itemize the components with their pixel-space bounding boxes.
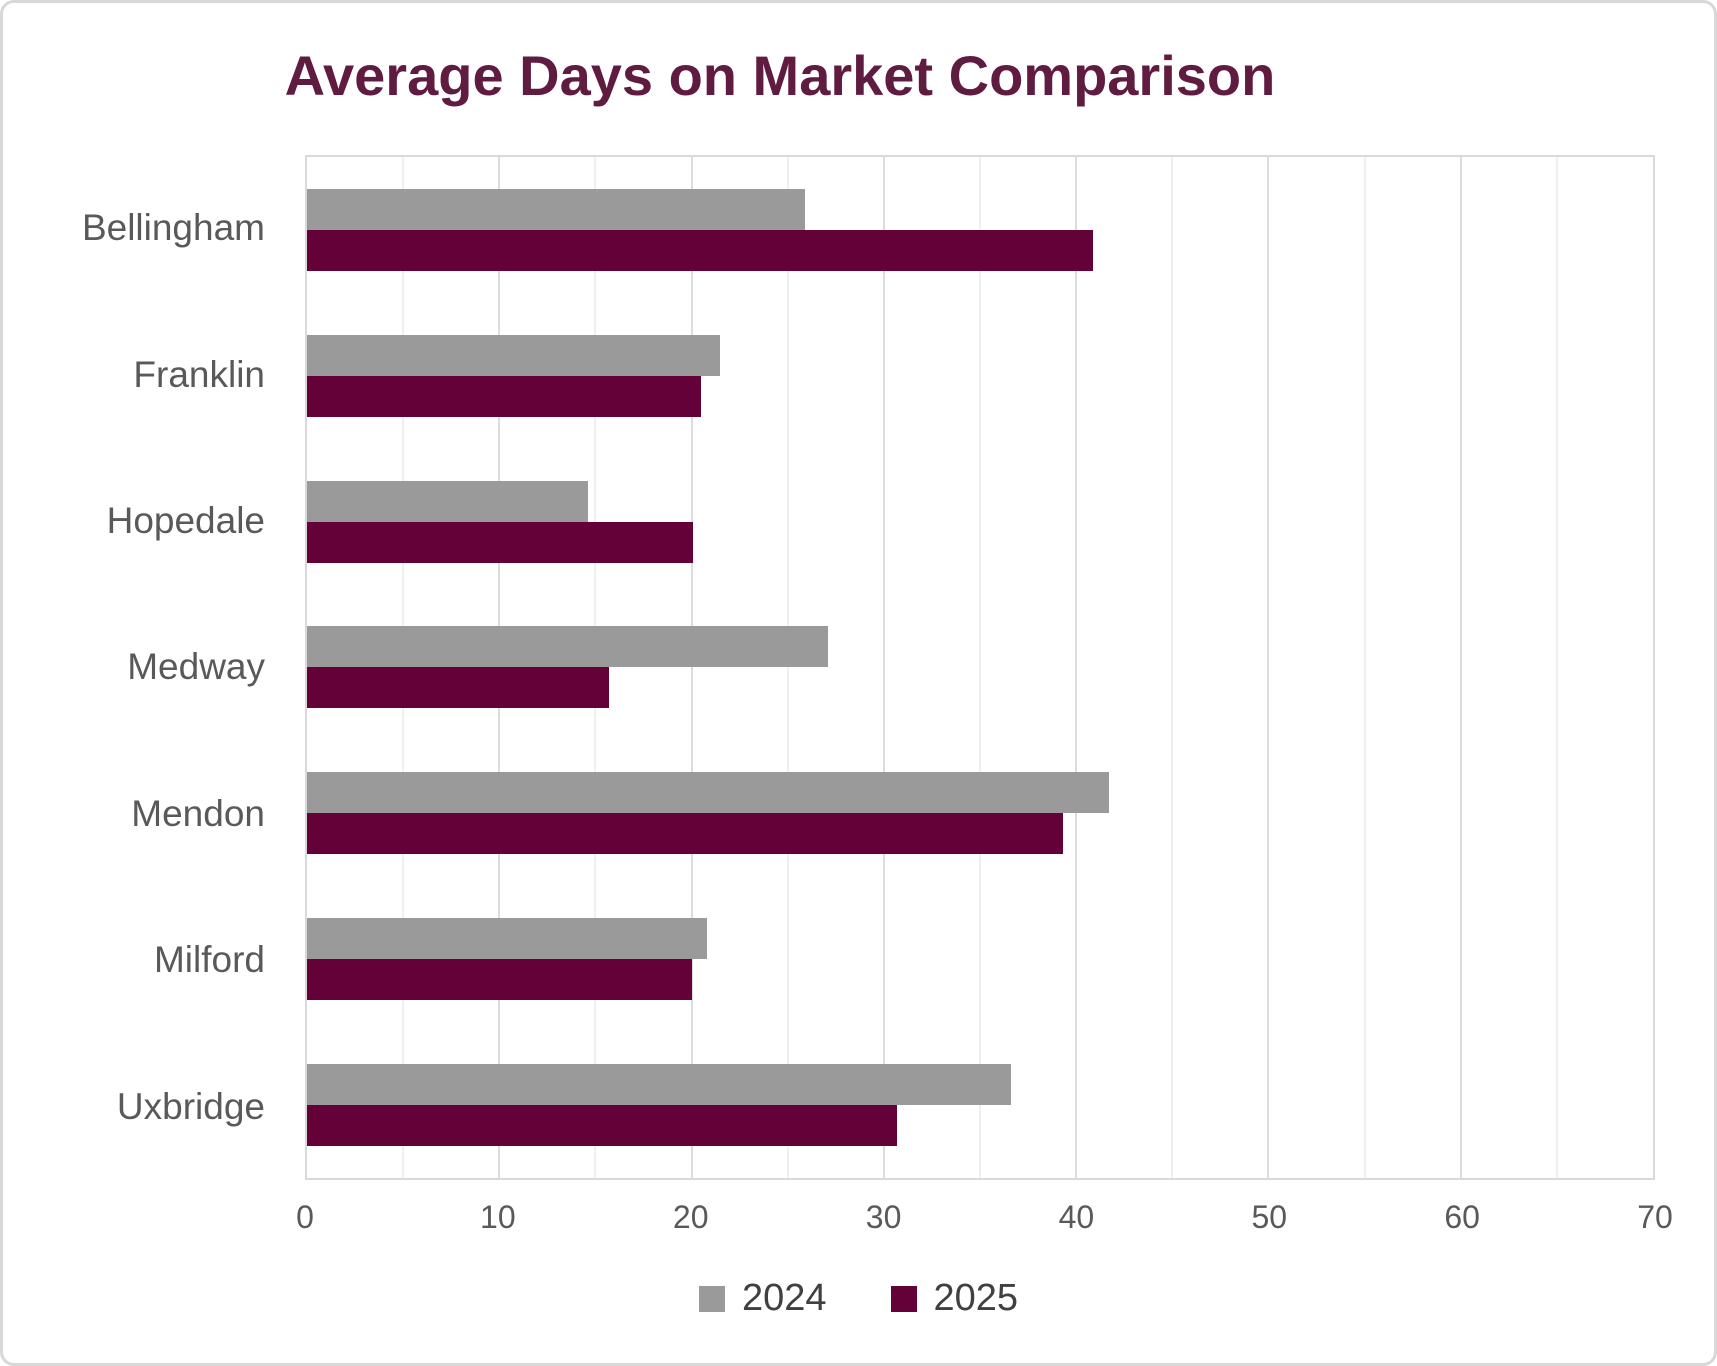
bar-2024-bellingham [307, 188, 806, 230]
legend-label-2025: 2025 [933, 1277, 1019, 1319]
legend-swatch-2025 [890, 1285, 917, 1312]
bar-2025-medway [307, 667, 609, 709]
bar-2024-franklin [307, 334, 721, 376]
category-label-bellingham: Bellingham [81, 207, 265, 249]
gridline-20 [690, 157, 693, 1178]
gridline-35 [979, 157, 981, 1178]
bar-2024-milford [307, 918, 707, 960]
bar-group-uxbridge [307, 1032, 1653, 1178]
gridline-55 [1363, 157, 1366, 1178]
gridline-65 [1555, 157, 1558, 1178]
bar-2025-hopedale [307, 521, 694, 563]
bar-group-medway [307, 595, 1653, 741]
gridline-40 [1075, 157, 1078, 1178]
bar-group-hopedale [307, 449, 1653, 595]
category-label-milford: Milford [153, 939, 265, 981]
gridline-45 [1171, 157, 1174, 1178]
bar-2024-mendon [307, 772, 1109, 814]
bar-2025-uxbridge [307, 1105, 898, 1147]
gridline-50 [1267, 157, 1270, 1178]
category-label-uxbridge: Uxbridge [116, 1085, 265, 1127]
gridline-25 [786, 157, 789, 1178]
category-label-hopedale: Hopedale [106, 500, 265, 542]
x-tick-label-50: 50 [1251, 1199, 1288, 1235]
x-tick-label-10: 10 [480, 1199, 516, 1235]
chart-title: Average Days on Market Comparison [284, 44, 1276, 107]
bar-group-franklin [307, 303, 1653, 449]
bar-group-mendon [307, 740, 1653, 886]
legend: 2024 2025 [3, 1277, 1714, 1320]
x-tick-label-0: 0 [296, 1199, 314, 1235]
legend-item-2024: 2024 [698, 1277, 827, 1320]
x-tick-label-60: 60 [1444, 1199, 1480, 1235]
gridline-30 [882, 157, 885, 1178]
bar-group-milford [307, 886, 1653, 1032]
bar-2025-franklin [307, 375, 702, 417]
bar-2024-medway [307, 626, 829, 668]
legend-swatch-2024 [698, 1285, 725, 1312]
legend-item-2025: 2025 [890, 1277, 1019, 1320]
x-axis: 0 10 20 30 40 50 60 70 [296, 1199, 1673, 1243]
bar-2024-uxbridge [307, 1064, 1011, 1106]
category-label-medway: Medway [127, 646, 265, 688]
gridline-60 [1459, 157, 1462, 1178]
bar-2025-milford [307, 959, 692, 1001]
category-axis: Bellingham Franklin Hopedale Medway Mendon Mi… [3, 155, 265, 1180]
category-label-mendon: Mendon [131, 792, 265, 834]
x-tick-label-30: 30 [865, 1199, 902, 1235]
legend-label-2024: 2024 [741, 1277, 827, 1319]
x-tick-label-20: 20 [672, 1199, 709, 1235]
bar-group-bellingham [307, 157, 1653, 303]
plot-area [305, 155, 1655, 1180]
x-tick-label-40: 40 [1058, 1199, 1095, 1235]
bar-2025-bellingham [307, 229, 1094, 271]
bar-2024-hopedale [307, 480, 588, 522]
bar-2025-mendon [307, 813, 1063, 855]
category-label-franklin: Franklin [133, 353, 265, 395]
x-tick-label-70: 70 [1637, 1199, 1673, 1235]
